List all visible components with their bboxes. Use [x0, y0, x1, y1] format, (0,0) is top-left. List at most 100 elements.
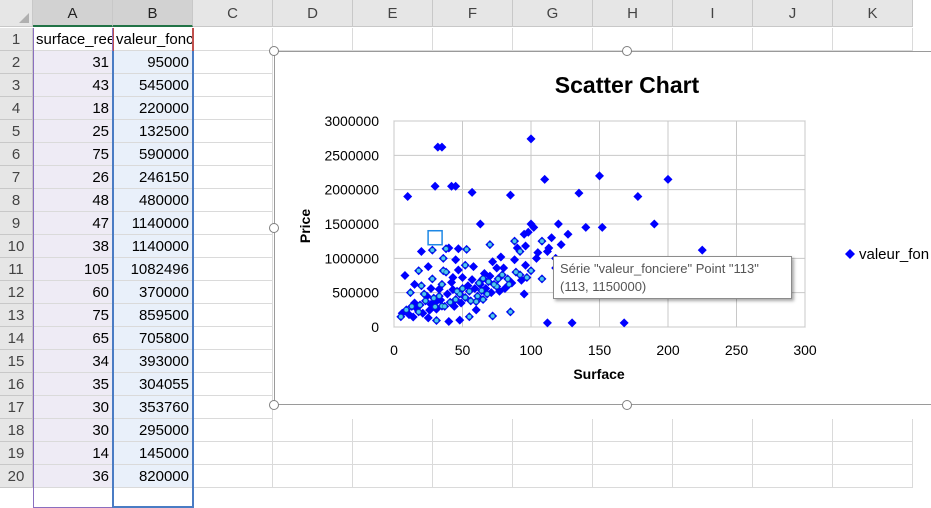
column-header-g[interactable]: G — [513, 0, 593, 27]
cell-b5[interactable]: 132500 — [113, 120, 193, 143]
cell-a15[interactable]: 34 — [33, 350, 113, 373]
column-header-a[interactable]: A — [33, 0, 113, 27]
cell[interactable] — [433, 28, 513, 51]
cell[interactable] — [833, 419, 913, 442]
scatter-point[interactable] — [404, 310, 414, 320]
scatter-point[interactable] — [442, 289, 452, 299]
row-header-19[interactable]: 19 — [0, 442, 33, 465]
cell-b18[interactable]: 295000 — [113, 419, 193, 442]
resize-handle-ml[interactable] — [269, 223, 279, 233]
scatter-point[interactable] — [595, 171, 604, 181]
cell-b13[interactable]: 859500 — [113, 304, 193, 327]
scatter-point[interactable] — [468, 262, 478, 272]
scatter-point[interactable] — [526, 134, 536, 144]
cell[interactable] — [673, 28, 753, 51]
scatter-point[interactable] — [467, 275, 477, 285]
scatter-point[interactable] — [488, 257, 498, 267]
cell[interactable] — [353, 419, 433, 442]
scatter-point[interactable] — [434, 284, 444, 294]
cell[interactable] — [193, 51, 273, 74]
scatter-point[interactable] — [533, 248, 543, 258]
scatter-chart[interactable]: Scatter Chart 0 500000 1000000 1500000 20000… — [274, 51, 931, 405]
scatter-point[interactable] — [430, 181, 440, 191]
cell-b20[interactable]: 820000 — [113, 465, 193, 488]
cell-a8[interactable]: 48 — [33, 189, 113, 212]
cell-a19[interactable]: 14 — [33, 442, 113, 465]
row-header-9[interactable]: 9 — [0, 212, 33, 235]
row-header-6[interactable]: 6 — [0, 143, 33, 166]
cell[interactable] — [273, 442, 353, 465]
scatter-point[interactable] — [455, 315, 465, 325]
cell[interactable] — [513, 465, 593, 488]
scatter-point[interactable] — [448, 273, 458, 283]
cell[interactable] — [833, 442, 913, 465]
cell-b8[interactable]: 480000 — [113, 189, 193, 212]
scatter-point[interactable] — [453, 244, 463, 254]
scatter-point[interactable] — [544, 243, 554, 253]
cell[interactable] — [593, 442, 673, 465]
scatter-point[interactable] — [574, 188, 584, 198]
cell[interactable] — [193, 350, 273, 373]
resize-handle-tl[interactable] — [269, 46, 279, 56]
scatter-point[interactable] — [510, 255, 520, 265]
row-header-20[interactable]: 20 — [0, 465, 33, 488]
cell[interactable] — [273, 28, 353, 51]
scatter-point[interactable] — [547, 233, 557, 243]
cell[interactable] — [193, 373, 273, 396]
cell-a1[interactable]: surface_reelle_bati — [33, 28, 113, 51]
column-header-d[interactable]: D — [273, 0, 353, 27]
cell[interactable] — [593, 28, 673, 51]
cell-b10[interactable]: 1140000 — [113, 235, 193, 258]
scatter-point[interactable] — [451, 181, 461, 191]
scatter-point[interactable] — [553, 219, 563, 229]
scatter-point[interactable] — [556, 240, 566, 250]
scatter-point[interactable] — [633, 192, 643, 202]
cell[interactable] — [193, 212, 273, 235]
cell[interactable] — [273, 419, 353, 442]
row-header-17[interactable]: 17 — [0, 396, 33, 419]
cell[interactable] — [193, 143, 273, 166]
scatter-point[interactable] — [531, 253, 541, 263]
row-header-5[interactable]: 5 — [0, 120, 33, 143]
cell[interactable] — [753, 28, 833, 51]
row-header-2[interactable]: 2 — [0, 51, 33, 74]
column-header-k[interactable]: K — [833, 0, 913, 27]
cell[interactable] — [433, 442, 513, 465]
scatter-point[interactable] — [519, 289, 529, 299]
cell-a10[interactable]: 38 — [33, 235, 113, 258]
row-header-10[interactable]: 10 — [0, 235, 33, 258]
cell-b11[interactable]: 1082496 — [113, 258, 193, 281]
cell[interactable] — [753, 465, 833, 488]
scatter-point[interactable] — [475, 219, 485, 229]
scatter-point[interactable] — [540, 174, 550, 184]
resize-handle-bm[interactable] — [622, 400, 632, 410]
scatter-point[interactable] — [485, 271, 495, 281]
column-header-e[interactable]: E — [353, 0, 433, 27]
cell-a11[interactable]: 105 — [33, 258, 113, 281]
column-header-c[interactable]: C — [193, 0, 273, 27]
resize-handle-tm[interactable] — [622, 46, 632, 56]
y-axis-label[interactable]: Price — [297, 209, 313, 243]
scatter-point[interactable] — [619, 318, 629, 328]
scatter-point[interactable] — [437, 142, 447, 152]
row-header-1[interactable]: 1 — [0, 28, 33, 51]
cell[interactable] — [513, 442, 593, 465]
scatter-point[interactable] — [410, 279, 420, 289]
cell[interactable] — [753, 442, 833, 465]
cell-b1[interactable]: valeur_fonciere — [113, 28, 193, 51]
scatter-point[interactable] — [500, 284, 510, 294]
row-header-14[interactable]: 14 — [0, 327, 33, 350]
cell[interactable] — [833, 465, 913, 488]
cell-a17[interactable]: 30 — [33, 396, 113, 419]
cell[interactable] — [193, 327, 273, 350]
row-header-4[interactable]: 4 — [0, 97, 33, 120]
cell[interactable] — [673, 442, 753, 465]
column-header-i[interactable]: I — [673, 0, 753, 27]
cell-b2[interactable]: 95000 — [113, 51, 193, 74]
scatter-point[interactable] — [416, 246, 426, 256]
cell-a13[interactable]: 75 — [33, 304, 113, 327]
scatter-point[interactable] — [507, 278, 517, 288]
cell-a2[interactable]: 31 — [33, 51, 113, 74]
legend[interactable]: valeur_fon — [845, 246, 929, 263]
scatter-point[interactable] — [663, 174, 673, 184]
